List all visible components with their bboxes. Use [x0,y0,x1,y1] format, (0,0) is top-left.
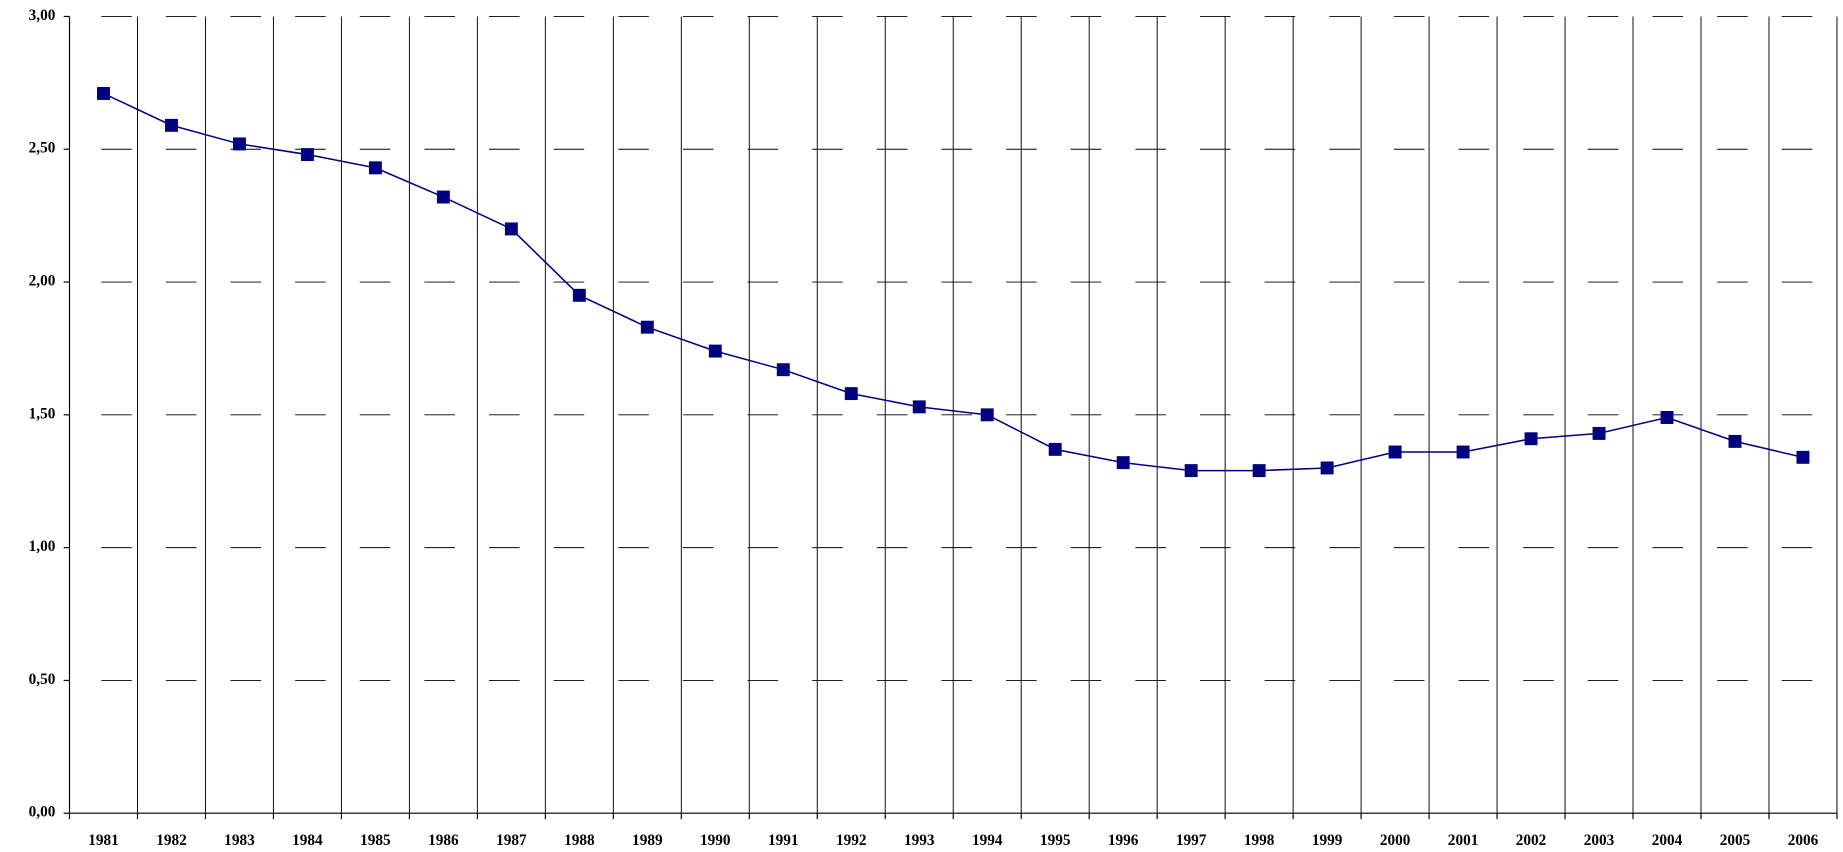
point-marker [300,148,314,162]
x-tick-label: 1987 [496,832,527,849]
point-marker [368,161,382,175]
y-tick-label: 2,50 [29,140,56,157]
point-marker [1728,434,1742,448]
point-marker [436,190,450,204]
x-tick-label: 2006 [1788,832,1819,849]
point-marker [572,288,586,302]
x-tick-label: 1984 [292,832,323,849]
x-tick-label: 1990 [700,832,731,849]
point-marker [708,344,722,358]
point-marker [1524,432,1538,446]
point-marker [1184,464,1198,478]
point-marker [504,222,518,236]
x-tick-label: 2004 [1652,832,1683,849]
point-marker [1796,450,1810,464]
point-marker [1320,461,1334,475]
y-tick-label: 3,00 [29,7,56,24]
x-tick-label: 1982 [156,832,187,849]
x-tick-label: 2002 [1516,832,1547,849]
point-marker [640,320,654,334]
x-tick-label: 2003 [1584,832,1615,849]
y-tick-label: 2,00 [29,273,56,290]
point-marker [1388,445,1402,459]
point-marker [232,137,246,151]
point-marker [1252,464,1266,478]
x-tick-label: 1986 [428,832,459,849]
x-tick-label: 1983 [224,832,255,849]
y-tick-label: 0,50 [29,671,56,688]
x-tick-label: 1994 [972,832,1003,849]
x-tick-label: 1992 [836,832,867,849]
y-tick-label: 1,50 [29,405,56,422]
point-marker [1456,445,1470,459]
point-marker [844,387,858,401]
y-tick-label: 1,00 [29,538,56,555]
x-tick-label: 2005 [1720,832,1751,849]
x-tick-label: 1993 [904,832,935,849]
point-marker [1592,426,1606,440]
x-tick-label: 1998 [1244,832,1275,849]
point-marker [980,408,994,422]
x-tick-label: 2000 [1380,832,1411,849]
point-marker [1116,456,1130,470]
x-tick-label: 2001 [1448,832,1479,849]
point-marker [97,87,110,100]
x-tick-label: 1996 [1108,832,1139,849]
x-tick-label: 1988 [564,832,595,849]
x-tick-label: 1981 [88,832,119,849]
x-tick-label: 1997 [1176,832,1207,849]
x-tick-label: 1995 [1040,832,1071,849]
point-marker [165,118,178,132]
point-marker [1048,442,1062,456]
x-tick-label: 1999 [1312,832,1343,849]
y-tick-label: 0,00 [29,804,56,821]
x-tick-label: 1991 [768,832,799,849]
point-marker [776,363,790,377]
x-tick-label: 1989 [632,832,663,849]
series-line [103,92,1804,472]
x-tick-label: 1985 [360,832,391,849]
point-marker [1660,411,1674,424]
point-marker [912,400,926,414]
